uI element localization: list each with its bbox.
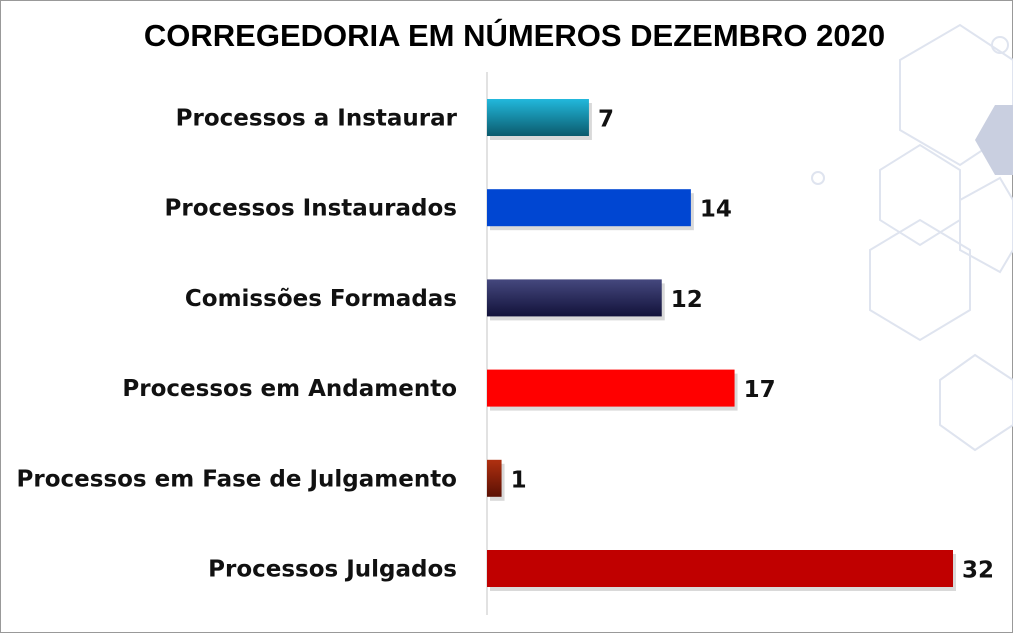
category-label: Processos em Fase de Julgamento (17, 466, 457, 492)
category-label: Comissões Formadas (185, 286, 457, 312)
bar-3 (487, 369, 735, 407)
bar-4 (487, 459, 502, 497)
bar-5 (487, 550, 953, 587)
data-label: 32 (962, 558, 994, 584)
bar-1 (487, 189, 691, 227)
bar-0 (487, 99, 589, 136)
category-label: Processos a Instaurar (176, 106, 458, 132)
bar-2 (487, 279, 662, 317)
category-label: Processos em Andamento (122, 376, 457, 402)
data-label: 14 (700, 197, 732, 223)
category-label: Processos Instaurados (165, 196, 457, 222)
data-label: 1 (511, 467, 527, 493)
chart-title: CORREGEDORIA EM NÚMEROS DEZEMBRO 2020 (143, 18, 886, 53)
data-label: 7 (598, 107, 614, 133)
data-label: 12 (671, 287, 703, 313)
category-label: Processos Julgados (208, 557, 457, 583)
data-label: 17 (744, 377, 776, 403)
